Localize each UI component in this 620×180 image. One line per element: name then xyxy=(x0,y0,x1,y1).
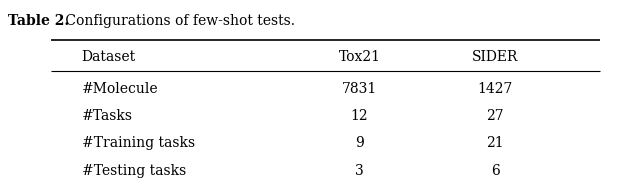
Text: Table 2.: Table 2. xyxy=(7,14,69,28)
Text: Tox21: Tox21 xyxy=(339,50,381,64)
Text: 21: 21 xyxy=(486,136,504,150)
Text: 7831: 7831 xyxy=(342,82,377,96)
Text: 3: 3 xyxy=(355,164,364,177)
Text: 1427: 1427 xyxy=(477,82,513,96)
Text: Dataset: Dataset xyxy=(82,50,136,64)
Text: 27: 27 xyxy=(486,109,504,123)
Text: 6: 6 xyxy=(491,164,500,177)
Text: Configurations of few-shot tests.: Configurations of few-shot tests. xyxy=(61,14,295,28)
Text: 12: 12 xyxy=(350,109,368,123)
Text: #Tasks: #Tasks xyxy=(82,109,133,123)
Text: #Training tasks: #Training tasks xyxy=(82,136,195,150)
Text: #Testing tasks: #Testing tasks xyxy=(82,164,186,177)
Text: #Molecule: #Molecule xyxy=(82,82,158,96)
Text: 9: 9 xyxy=(355,136,364,150)
Text: SIDER: SIDER xyxy=(472,50,518,64)
